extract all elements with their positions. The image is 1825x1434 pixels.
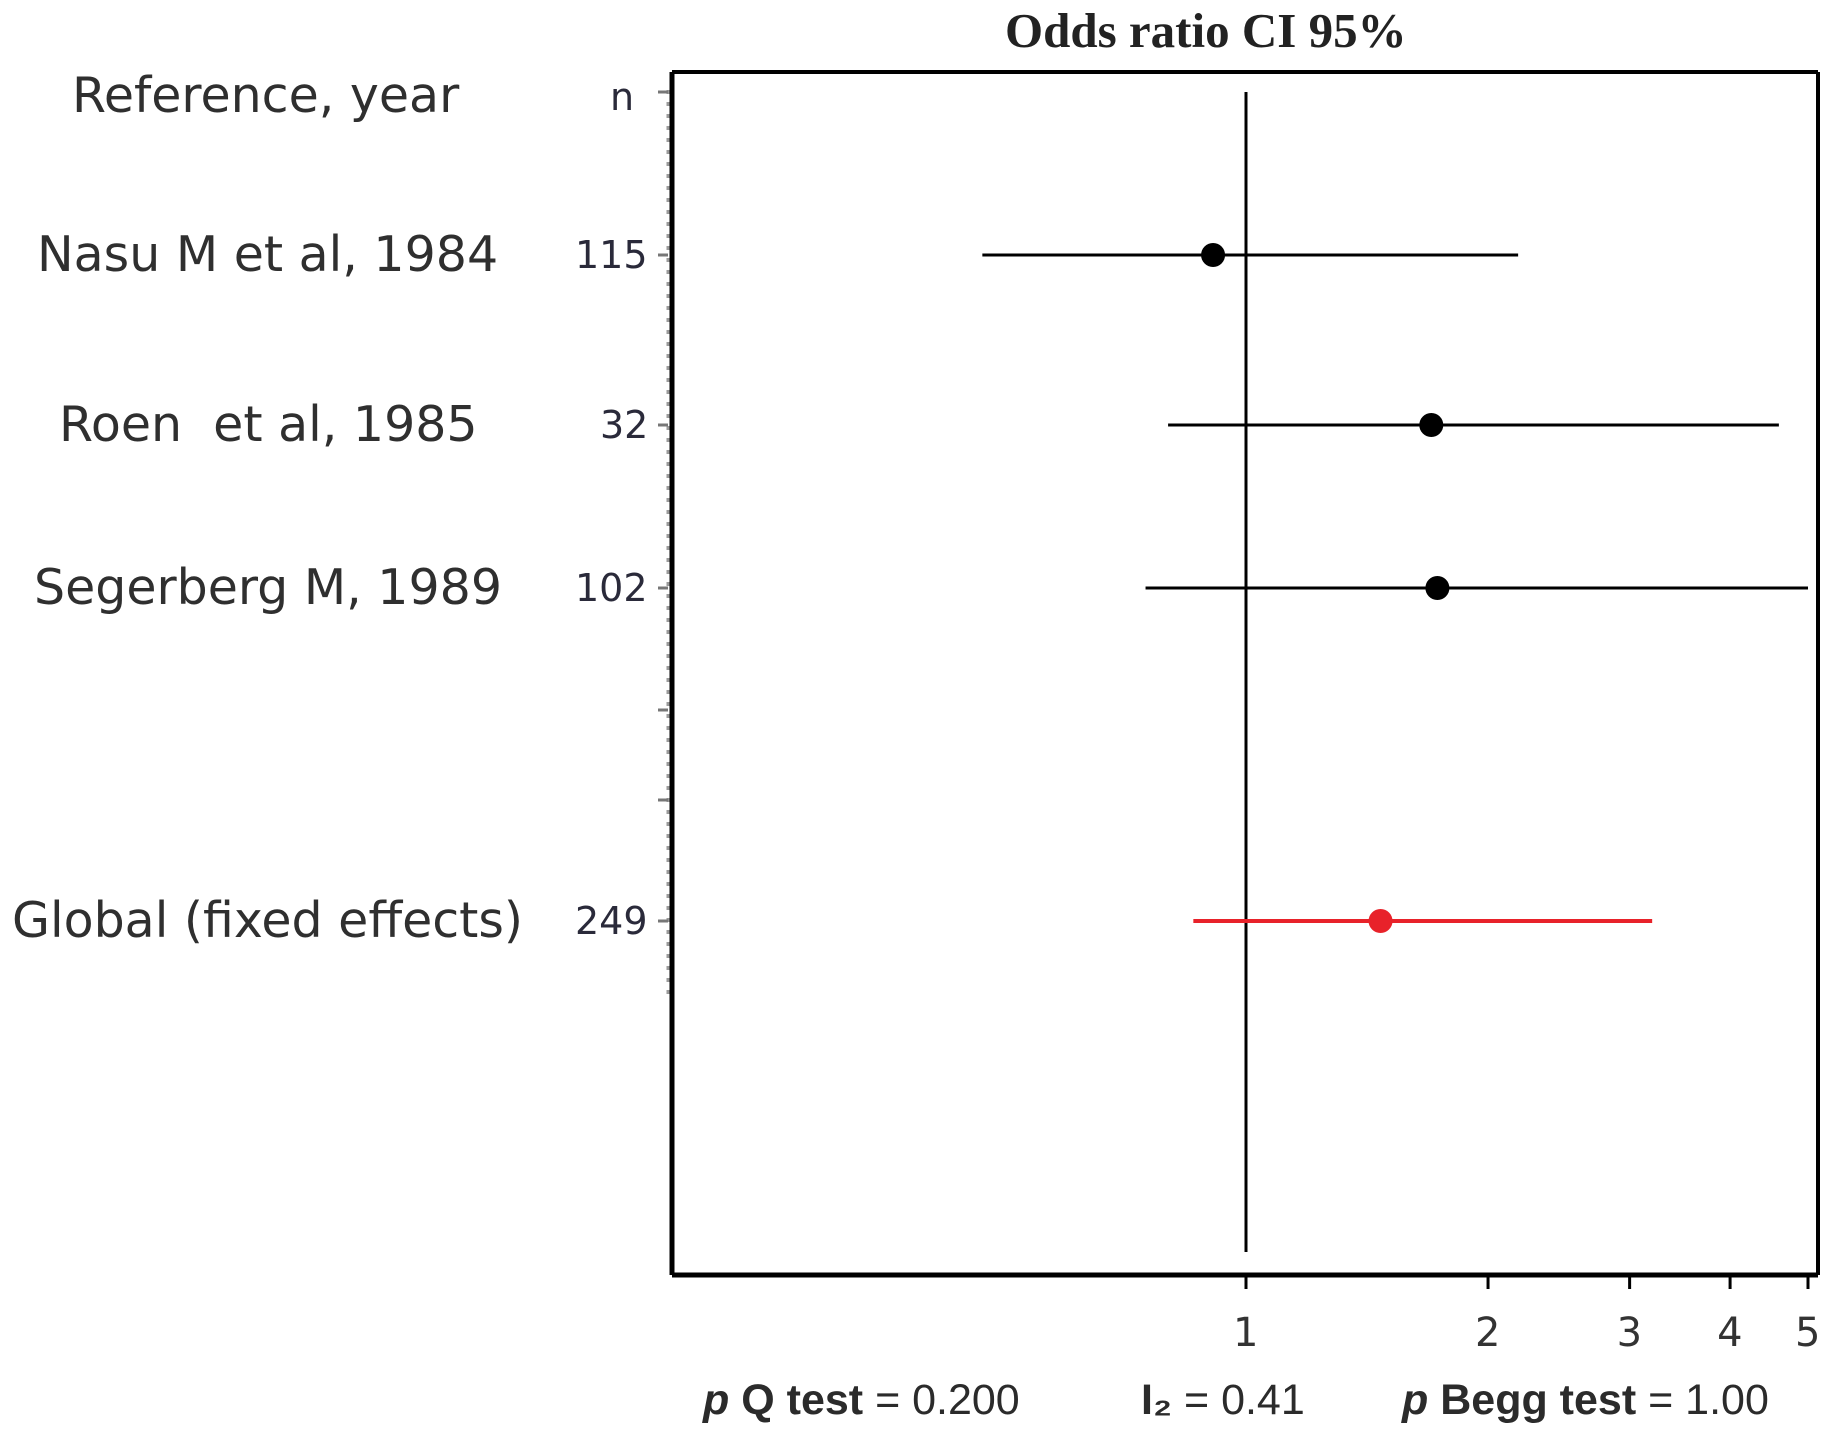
begg-test-value: = 1.00 — [1648, 1376, 1769, 1424]
study-label: Global (fixed effects) — [12, 892, 524, 949]
x-axis-tick-label: 3 — [1616, 1310, 1643, 1356]
study-label: Nasu M et al, 1984 — [37, 226, 499, 283]
q-test-p: p — [703, 1376, 730, 1424]
n-column-header: n — [610, 75, 635, 119]
study-n: 102 — [575, 566, 648, 610]
study-label: Roen et al, 1985 — [59, 396, 478, 453]
q-test-stat: p Q test = 0.200 — [703, 1372, 1020, 1428]
study-n: 115 — [575, 233, 648, 277]
x-axis-tick-label: 2 — [1475, 1310, 1501, 1356]
i2-label: I₂ — [1141, 1376, 1173, 1424]
x-axis-tick-label: 4 — [1717, 1310, 1743, 1356]
begg-test-stat: p Begg test = 1.00 — [1402, 1372, 1769, 1428]
point-estimate-3 — [1425, 576, 1450, 600]
q-test-value: = 0.200 — [875, 1376, 1020, 1424]
begg-test-label: Begg test — [1440, 1376, 1637, 1424]
x-axis-tick-label: 5 — [1795, 1310, 1821, 1356]
reference-column-header: Reference, year — [72, 67, 460, 124]
x-axis-tick-label: 1 — [1233, 1310, 1259, 1356]
point-estimate-4 — [1368, 909, 1393, 933]
q-test-label: Q test — [741, 1376, 864, 1424]
study-n: 32 — [600, 403, 649, 447]
chart-title: Odds ratio CI 95% — [1005, 3, 1407, 58]
begg-test-p: p — [1402, 1376, 1429, 1424]
i2-value: = 0.41 — [1184, 1376, 1305, 1424]
point-estimate-2 — [1419, 413, 1444, 437]
point-estimate-1 — [1201, 243, 1226, 267]
study-label: Segerberg M, 1989 — [34, 559, 502, 616]
study-n: 249 — [575, 899, 648, 943]
i2-stat: I₂ = 0.41 — [1141, 1372, 1305, 1428]
